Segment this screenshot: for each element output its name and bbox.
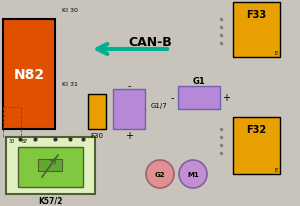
Text: G1/7: G1/7 — [151, 103, 168, 109]
Bar — [6, 137, 95, 194]
Text: F33: F33 — [246, 10, 267, 20]
Text: -: - — [170, 93, 174, 103]
Bar — [233, 117, 280, 174]
Bar — [88, 95, 106, 129]
Text: CAN-B: CAN-B — [128, 35, 172, 48]
Text: E: E — [274, 51, 278, 56]
Text: K57/2: K57/2 — [38, 195, 63, 205]
Bar — [113, 90, 145, 129]
Bar — [38, 159, 62, 171]
Bar — [3, 108, 21, 137]
Bar — [233, 3, 280, 58]
Text: 30: 30 — [9, 139, 15, 144]
Text: M1: M1 — [187, 171, 199, 177]
Bar — [3, 20, 55, 129]
Text: -: - — [127, 81, 131, 91]
Text: E: E — [274, 168, 278, 173]
Circle shape — [179, 160, 207, 188]
Text: +: + — [125, 130, 133, 140]
Circle shape — [146, 160, 174, 188]
Text: KI 31: KI 31 — [62, 82, 78, 87]
Text: F32: F32 — [246, 124, 267, 134]
Bar — [18, 147, 83, 187]
Text: F30: F30 — [91, 132, 103, 138]
Bar — [178, 87, 220, 109]
Text: 87: 87 — [22, 139, 28, 144]
Text: G2: G2 — [155, 171, 165, 177]
Text: +: + — [222, 93, 230, 103]
Text: KI 30: KI 30 — [62, 8, 78, 13]
Text: G1: G1 — [193, 77, 206, 86]
Text: N82: N82 — [14, 68, 45, 82]
